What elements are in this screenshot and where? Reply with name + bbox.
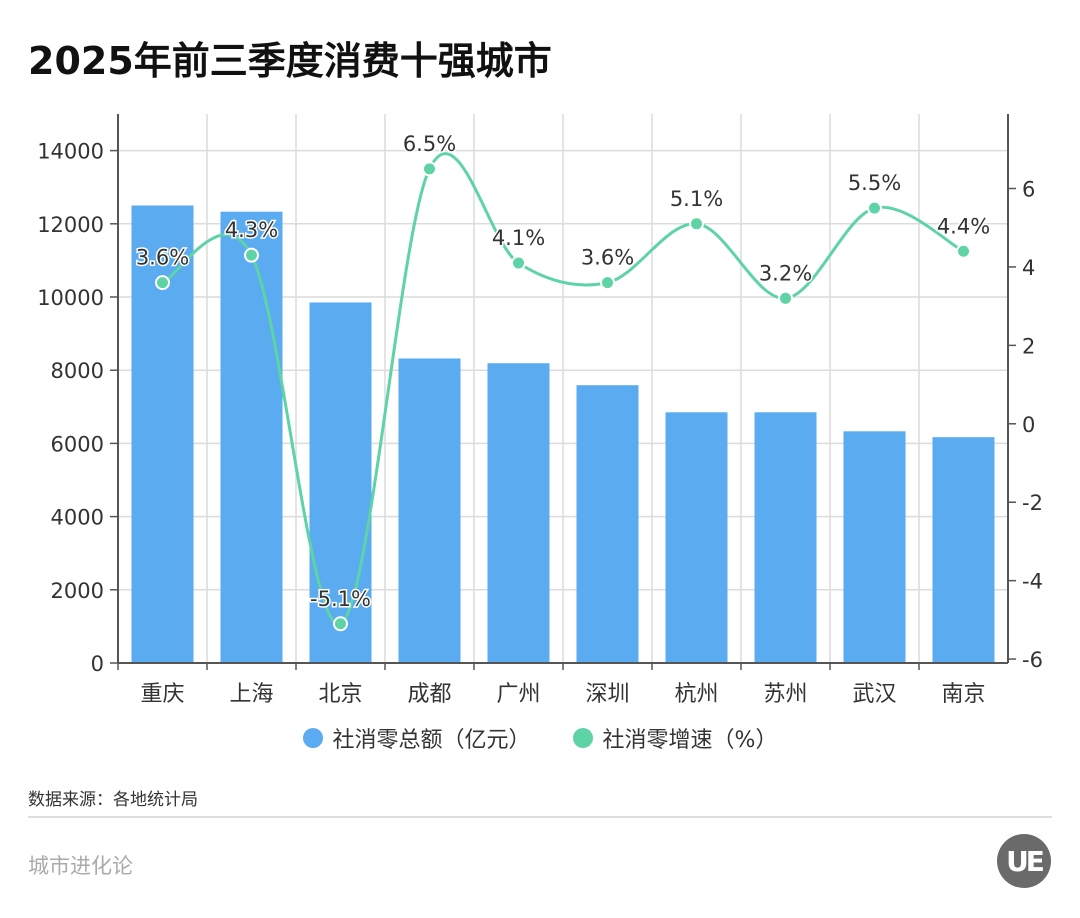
left-tick-label: 12000: [37, 213, 104, 237]
bar-成都: [398, 358, 461, 663]
bar-南京: [932, 437, 995, 663]
left-tick-label: 0: [91, 652, 104, 676]
data-label: 3.6%: [136, 246, 189, 270]
brand-name: 城市进化论: [28, 854, 133, 878]
data-label: 3.2%: [759, 261, 812, 285]
data-label: 4.3%: [225, 218, 278, 242]
bar-重庆: [131, 205, 194, 663]
legend-bar-label: 社消零总额（亿元）: [332, 728, 531, 753]
point-广州: [511, 255, 526, 271]
data-source: 数据来源：各地统计局: [28, 790, 198, 810]
right-tick-label: -6: [1022, 648, 1043, 672]
legend: 社消零总额（亿元） 社消零增速（%）: [0, 722, 1080, 754]
left-tick-label: 8000: [51, 359, 104, 383]
bar-深圳: [576, 385, 639, 663]
x-tick-label: 广州: [496, 682, 540, 707]
left-tick-label: 14000: [37, 140, 104, 164]
x-tick-label: 成都: [407, 682, 451, 707]
left-tick-label: 4000: [51, 506, 104, 530]
x-tick-label: 上海: [229, 682, 273, 707]
data-label: -5.1%: [310, 587, 371, 611]
bar-上海: [220, 211, 283, 664]
data-label: 3.6%: [581, 246, 634, 270]
bar-广州: [487, 363, 550, 663]
point-苏州: [778, 290, 793, 306]
point-成都: [422, 161, 437, 177]
point-杭州: [689, 216, 704, 232]
left-tick-label: 10000: [37, 286, 104, 310]
legend-item-line[interactable]: 社消零增速（%）: [572, 722, 778, 754]
point-深圳: [600, 275, 615, 291]
point-南京: [956, 243, 971, 259]
point-重庆: [155, 275, 170, 291]
legend-line-label: 社消零增速（%）: [602, 728, 778, 753]
right-tick-label: 2: [1022, 334, 1035, 358]
x-tick-label: 武汉: [852, 682, 896, 707]
point-上海: [244, 247, 259, 263]
bar-苏州: [754, 412, 817, 663]
right-tick-label: 0: [1022, 413, 1035, 437]
legend-bar-dot-icon: [302, 728, 323, 748]
growth-line: [161, 152, 965, 626]
legend-item-bar[interactable]: 社消零总额（亿元）: [302, 722, 531, 754]
x-tick-label: 南京: [941, 682, 985, 707]
data-label: 4.1%: [492, 226, 545, 250]
bar-武汉: [843, 431, 906, 663]
right-tick-label: 6: [1022, 178, 1035, 202]
x-tick-label: 苏州: [763, 682, 807, 707]
data-label: 6.5%: [403, 132, 456, 156]
data-label: 5.1%: [670, 187, 723, 211]
brand-logo: UE: [997, 834, 1051, 888]
right-tick-label: -4: [1022, 570, 1043, 594]
x-tick-label: 北京: [318, 682, 362, 707]
data-label: 5.5%: [848, 171, 901, 195]
left-tick-label: 2000: [51, 579, 104, 603]
x-tick-label: 深圳: [585, 682, 629, 707]
divider: [28, 816, 1052, 818]
point-武汉: [867, 200, 882, 216]
right-tick-label: -2: [1022, 491, 1043, 515]
point-北京: [333, 616, 348, 632]
legend-line-dot-icon: [572, 728, 593, 748]
right-tick-label: 4: [1022, 256, 1035, 280]
bar-北京: [309, 302, 372, 663]
left-tick-label: 6000: [51, 432, 104, 456]
bar-杭州: [665, 412, 728, 663]
chart-title: 2025年前三季度消费十强城市: [28, 39, 552, 83]
x-tick-label: 重庆: [140, 682, 184, 707]
data-label: 4.4%: [937, 214, 990, 238]
x-tick-label: 杭州: [674, 682, 718, 707]
